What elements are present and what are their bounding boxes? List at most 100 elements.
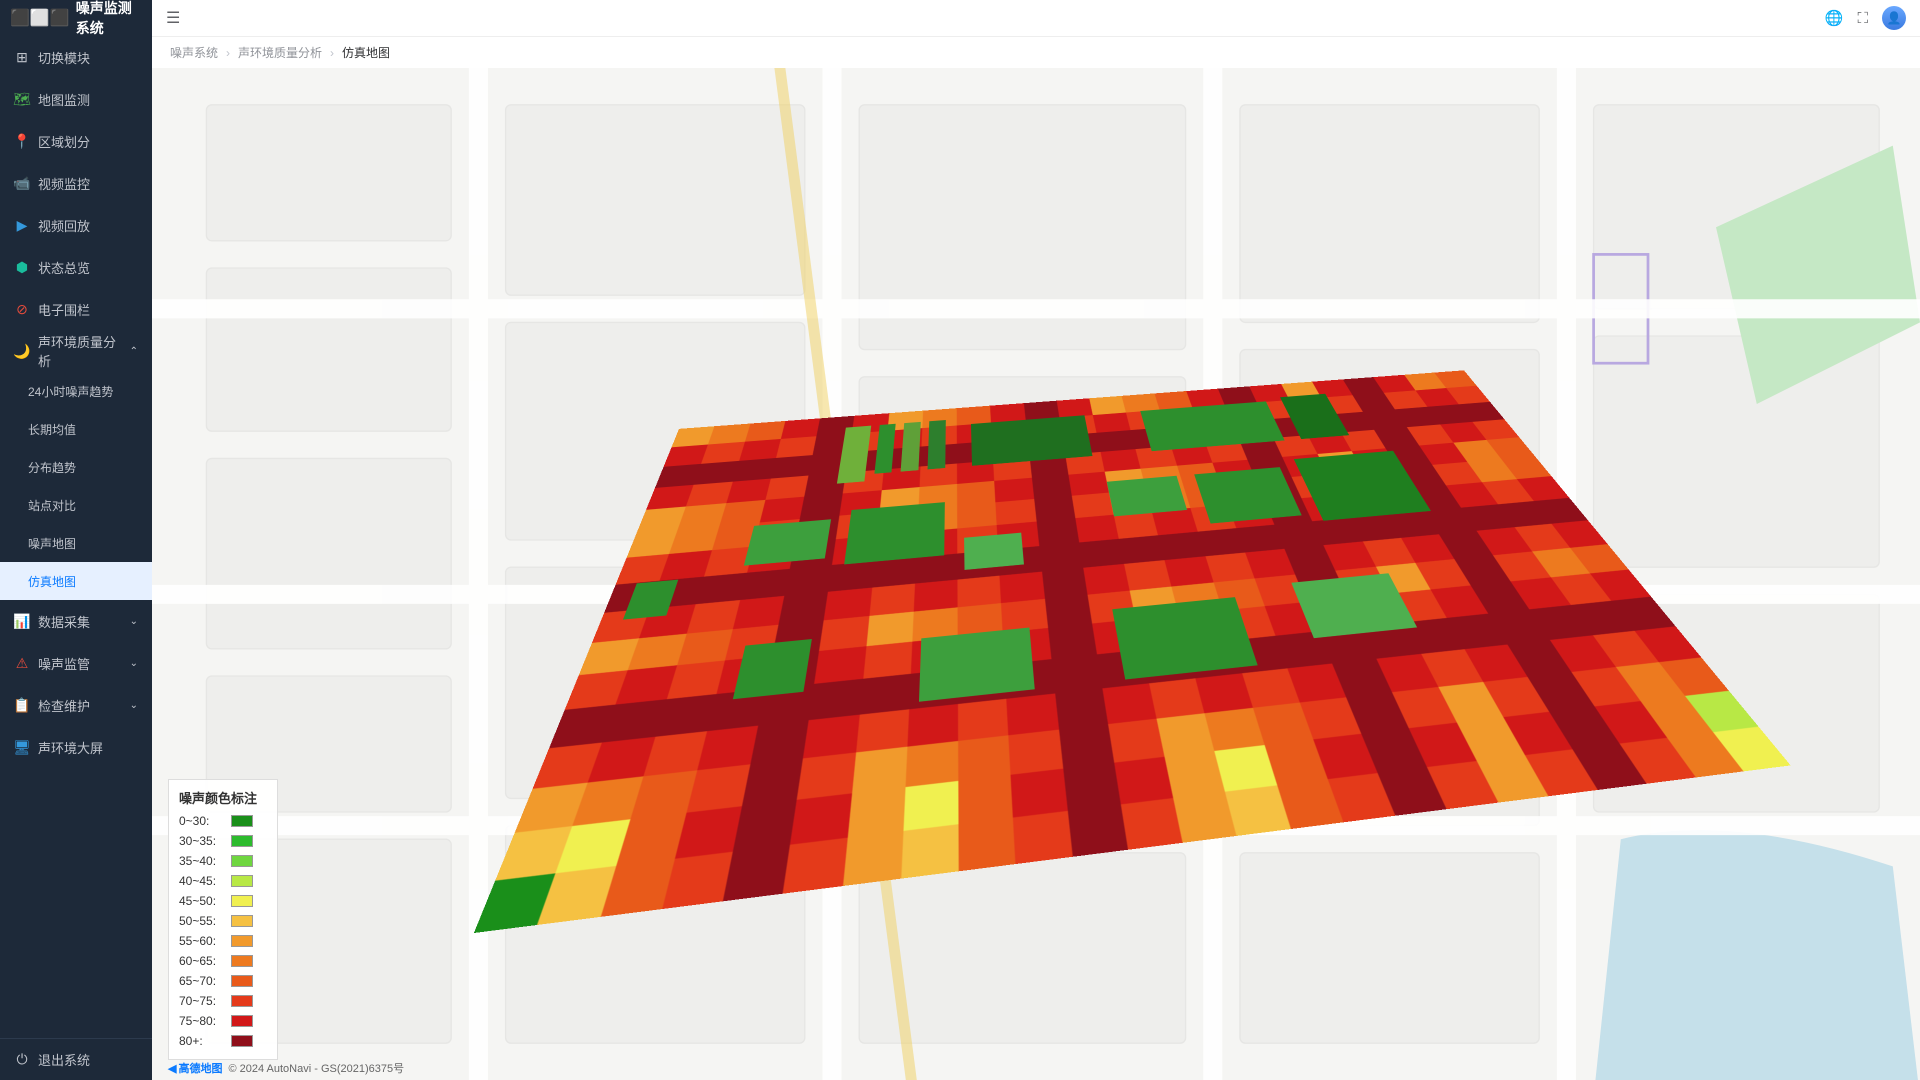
- sidebar-item[interactable]: ⊘ 电子围栏: [0, 288, 152, 330]
- heat-cell: [791, 794, 852, 846]
- legend-swatch: [231, 1015, 253, 1027]
- menu-icon: 📍: [14, 133, 30, 149]
- sidebar: ⬛⬜⬛ 噪声监测系统 ⊞切换模块 🗺 地图监测 📍区域划分📹视频监控▶视频回放⬢状态总…: [0, 0, 152, 1080]
- topbar-right: 🌐 ⛶ 👤: [1825, 6, 1906, 30]
- map-viewport[interactable]: 噪声颜色标注 0~30:30~35:35~40:40~45:45~50:50~5…: [152, 68, 1920, 1080]
- heat-cell: [1011, 769, 1067, 818]
- sidebar-item-label: 声环境质量分析: [38, 332, 122, 370]
- sidebar-item-label: 站点对比: [28, 497, 76, 514]
- heat-cell: [901, 825, 959, 880]
- exit-button[interactable]: ⏻ 退出系统: [0, 1038, 152, 1080]
- legend-label: 80+:: [179, 1034, 225, 1048]
- sidebar-subitem[interactable]: 24小时噪声趋势: [0, 372, 152, 410]
- heat-cell: [852, 747, 908, 794]
- legend-row: 50~55:: [179, 911, 267, 931]
- breadcrumb-item[interactable]: 声环境质量分析: [238, 44, 322, 61]
- building-3d: [919, 628, 1035, 703]
- legend-swatch: [231, 915, 253, 927]
- sidebar-item[interactable]: 🖥声环境大屏: [0, 726, 152, 768]
- breadcrumb-item[interactable]: 噪声系统: [170, 44, 218, 61]
- building-3d: [928, 420, 946, 470]
- heat-cell: [959, 818, 1016, 872]
- sidebar-item-label: 声环境大屏: [38, 738, 103, 757]
- heat-cell: [908, 704, 959, 747]
- menu-icon: ⚠: [14, 655, 30, 671]
- heat-cell: [1007, 693, 1059, 735]
- heat-cell: [958, 699, 1009, 741]
- sidebar-item[interactable]: 📋 检查维护 ⌄: [0, 684, 152, 726]
- heat-cell: [1068, 805, 1129, 858]
- sidebar-subitem[interactable]: 噪声地图: [0, 524, 152, 562]
- legend-swatch: [231, 815, 253, 827]
- sidebar-item-label: 电子围栏: [38, 300, 90, 319]
- map-attribution: ◀ 高德地图 © 2024 AutoNavi - GS(2021)6375号: [168, 1060, 404, 1076]
- legend-label: 35~40:: [179, 854, 225, 868]
- chevron-down-icon: ⌄: [130, 700, 138, 711]
- sidebar-item[interactable]: 🗺 地图监测: [0, 78, 152, 120]
- sidebar-subitem[interactable]: 长期均值: [0, 410, 152, 448]
- sidebar-item-label: 长期均值: [28, 421, 76, 438]
- legend-row: 65~70:: [179, 971, 267, 991]
- building-3d: [1113, 598, 1258, 680]
- legend-label: 45~50:: [179, 894, 225, 908]
- menu-icon: ⊞: [14, 49, 30, 65]
- breadcrumb-current: 仿真地图: [342, 44, 390, 61]
- legend-label: 70~75:: [179, 994, 225, 1008]
- amap-logo: ◀ 高德地图: [168, 1060, 222, 1076]
- chevron-right-icon: ›: [226, 46, 230, 60]
- building-3d: [901, 422, 921, 472]
- legend-swatch: [231, 995, 253, 1007]
- legend-row: 75~80:: [179, 1011, 267, 1031]
- sidebar-item[interactable]: 📍区域划分: [0, 120, 152, 162]
- sidebar-item-label: 状态总览: [38, 258, 90, 277]
- sidebar-subitem[interactable]: 分布趋势: [0, 448, 152, 486]
- globe-icon[interactable]: 🌐: [1825, 9, 1844, 27]
- app-title: 噪声监测系统: [76, 0, 142, 38]
- sidebar-subitem[interactable]: 站点对比: [0, 486, 152, 524]
- legend-label: 75~80:: [179, 1014, 225, 1028]
- building-3d: [844, 502, 945, 564]
- hamburger-icon[interactable]: ☰: [166, 8, 180, 28]
- heat-cell: [1009, 730, 1063, 775]
- legend-swatch: [231, 975, 253, 987]
- heat-cell: [723, 845, 791, 902]
- exit-label: 退出系统: [38, 1050, 90, 1069]
- sidebar-item-label: 检查维护: [38, 696, 90, 715]
- sidebar-item-label: 视频监控: [38, 174, 90, 193]
- heat-cell: [1055, 688, 1108, 729]
- menu-icon: 📋: [14, 697, 30, 713]
- heat-cell: [959, 735, 1012, 781]
- sidebar-item-label: 视频回放: [38, 216, 90, 235]
- legend-row: 60~65:: [179, 951, 267, 971]
- sidebar-item[interactable]: 📊数据采集⌄: [0, 600, 152, 642]
- legend-swatch: [231, 855, 253, 867]
- sidebar-item[interactable]: ⚠噪声监管⌄: [0, 642, 152, 684]
- sidebar-item[interactable]: ⬢状态总览: [0, 246, 152, 288]
- legend-row: 70~75:: [179, 991, 267, 1011]
- sidebar-subitem[interactable]: 仿真地图: [0, 562, 152, 600]
- sidebar-item[interactable]: ▶视频回放: [0, 204, 152, 246]
- legend-swatch: [231, 1035, 253, 1047]
- sidebar-item[interactable]: 🌙声环境质量分析⌃: [0, 330, 152, 372]
- chevron-down-icon: ⌄: [130, 616, 138, 627]
- fullscreen-icon[interactable]: ⛶: [1857, 10, 1868, 27]
- menu-icon: 🗺: [14, 91, 30, 107]
- legend-label: 55~60:: [179, 934, 225, 948]
- chevron-down-icon: ⌄: [130, 658, 138, 669]
- sidebar-item[interactable]: ⊞切换模块: [0, 36, 152, 78]
- legend-row: 45~50:: [179, 891, 267, 911]
- sidebar-item[interactable]: 📹视频监控: [0, 162, 152, 204]
- menu-icon: ⊘: [14, 301, 30, 317]
- legend-label: 65~70:: [179, 974, 225, 988]
- breadcrumb: 噪声系统 › 声环境质量分析 › 仿真地图: [152, 36, 1920, 68]
- legend-panel: 噪声颜色标注 0~30:30~35:35~40:40~45:45~50:50~5…: [168, 779, 278, 1060]
- legend-title: 噪声颜色标注: [179, 788, 267, 807]
- heat-cell: [1051, 655, 1102, 693]
- sidebar-item-label: 地图监测: [38, 90, 90, 109]
- sidebar-item-label: 仿真地图: [28, 573, 76, 590]
- app-logo: ⬛⬜⬛ 噪声监测系统: [0, 0, 152, 36]
- heat-cell: [856, 709, 909, 752]
- avatar[interactable]: 👤: [1882, 6, 1906, 30]
- legend-swatch: [231, 935, 253, 947]
- main-area: ☰ 🌐 ⛶ 👤 噪声系统 › 声环境质量分析 › 仿真地图: [152, 0, 1920, 1080]
